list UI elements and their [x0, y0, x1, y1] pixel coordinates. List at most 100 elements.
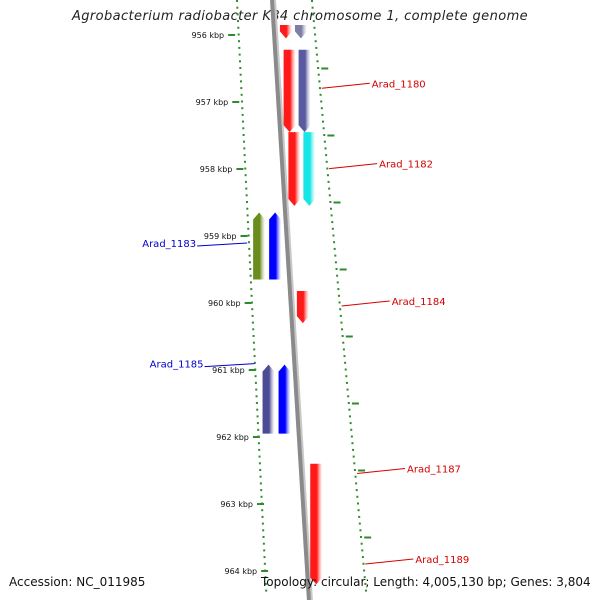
minor-tick-right	[359, 529, 362, 532]
minor-tick-left	[255, 402, 258, 404]
minor-tick-right	[352, 455, 355, 458]
minor-tick-right	[355, 489, 358, 492]
minor-tick-left	[263, 556, 266, 559]
minor-tick-right	[318, 87, 321, 90]
minor-tick-left	[246, 207, 249, 210]
minor-tick-left	[254, 381, 257, 384]
minor-tick-right	[323, 134, 326, 136]
minor-tick-left	[237, 40, 240, 43]
minor-tick-right	[339, 314, 342, 317]
minor-tick-left	[239, 80, 242, 83]
major-tick-right	[333, 201, 341, 204]
gene-label-group: Arad_1187	[356, 465, 461, 476]
gene-label-group: Arad_1185	[150, 360, 255, 371]
minor-tick-right	[317, 67, 320, 69]
gene-label-group: Arad_1184	[341, 297, 446, 308]
minor-tick-right	[346, 388, 349, 391]
minor-tick-left	[252, 335, 255, 337]
minor-tick-right	[363, 569, 366, 572]
minor-tick-right	[331, 227, 334, 230]
minor-tick-right	[316, 60, 319, 63]
major-tick-right	[327, 134, 335, 137]
minor-tick-left	[242, 140, 245, 143]
minor-tick-right	[321, 113, 324, 116]
minor-tick-right	[356, 495, 359, 498]
gene-arrow-reverse	[269, 212, 282, 280]
minor-tick-left	[241, 113, 244, 116]
minor-tick-left	[252, 328, 255, 331]
minor-tick-left	[256, 422, 259, 425]
minor-tick-right	[343, 355, 346, 358]
gene-label-layer: Arad_1180 Arad_1182 Arad_1183 Arad_1184 Arad…	[142, 79, 469, 566]
minor-tick-left	[240, 87, 243, 90]
minor-tick-left	[239, 73, 242, 76]
minor-tick-left	[247, 241, 250, 244]
minor-tick-left	[251, 314, 254, 317]
minor-tick-right	[312, 20, 315, 23]
minor-tick-left	[258, 448, 261, 451]
minor-tick-right	[338, 301, 341, 304]
major-tick-right	[351, 402, 359, 405]
minor-tick-left	[245, 194, 248, 197]
minor-tick-left	[244, 180, 247, 183]
minor-tick-left	[259, 475, 262, 478]
gene-arrow-forward	[294, 24, 307, 39]
major-tick-left	[248, 369, 256, 371]
minor-tick-right	[315, 46, 318, 49]
gene-arrow-forward	[283, 49, 296, 133]
minor-tick-right	[356, 502, 359, 505]
minor-tick-right	[341, 335, 344, 337]
minor-tick-right	[347, 395, 350, 398]
minor-tick-left	[260, 489, 263, 492]
minor-tick-left	[241, 107, 244, 110]
major-tick-left	[252, 436, 260, 438]
gene-arrow-forward	[279, 24, 292, 39]
minor-tick-right	[364, 582, 367, 585]
minor-tick-right	[339, 308, 342, 311]
minor-tick-left	[253, 361, 256, 364]
minor-tick-right	[353, 469, 356, 471]
minor-tick-right	[333, 241, 336, 244]
minor-tick-left	[249, 268, 252, 270]
kbp-tick-label: 958 kbp	[200, 165, 233, 174]
minor-tick-right	[349, 422, 352, 425]
major-tick-left	[261, 570, 269, 572]
minor-tick-right	[363, 576, 366, 579]
minor-tick-right	[340, 321, 343, 324]
minor-tick-right	[317, 73, 320, 76]
minor-tick-right	[329, 201, 332, 203]
minor-tick-right	[332, 234, 335, 237]
minor-tick-right	[328, 194, 331, 197]
minor-tick-left	[260, 495, 263, 498]
major-tick-left	[228, 34, 236, 36]
minor-tick-right	[345, 375, 348, 378]
gene-arrow-reverse	[262, 364, 275, 434]
kbp-tick-label: 956 kbp	[192, 31, 225, 40]
minor-tick-left	[236, 20, 239, 23]
genome-summary-text: Topology: circular; Length: 4,005,130 bp…	[261, 575, 591, 589]
minor-tick-left	[248, 247, 251, 250]
minor-tick-left	[245, 201, 248, 203]
minor-tick-left	[262, 529, 265, 532]
minor-tick-right	[326, 167, 329, 170]
minor-tick-right	[337, 288, 340, 291]
minor-tick-right	[314, 33, 317, 36]
minor-tick-right	[333, 247, 336, 250]
minor-tick-right	[336, 274, 339, 277]
minor-tick-right	[324, 147, 327, 150]
minor-tick-left	[263, 562, 266, 565]
minor-tick-right	[345, 381, 348, 384]
minor-tick-left	[262, 542, 265, 545]
minor-tick-right	[336, 281, 339, 284]
gene-label-group: Arad_1182	[329, 160, 433, 171]
major-tick-left	[240, 235, 248, 237]
gene-arrow-reverse	[278, 364, 291, 434]
minor-tick-right	[355, 482, 358, 485]
minor-tick-left	[261, 522, 264, 525]
minor-tick-left	[238, 46, 241, 49]
gene-arrow-reverse	[253, 212, 266, 280]
minor-tick-right	[322, 120, 325, 123]
minor-tick-right	[358, 522, 361, 525]
minor-tick-right	[360, 542, 363, 545]
